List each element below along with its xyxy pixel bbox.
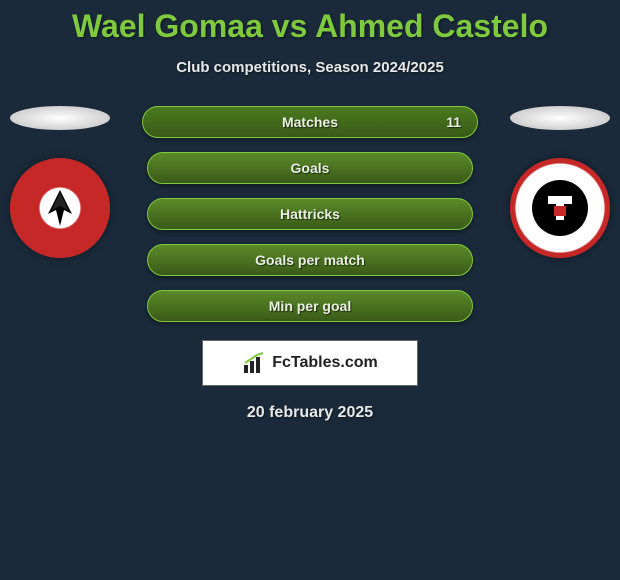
stat-value: 11 — [446, 114, 461, 130]
logo-text: FcTables.com — [272, 354, 378, 372]
club-badge-mahalla — [510, 158, 610, 258]
club-badge-ahly — [10, 158, 110, 258]
stat-row-matches: Matches 11 — [142, 106, 478, 138]
player-left — [10, 106, 110, 258]
page-title: Wael Gomaa vs Ahmed Castelo — [0, 8, 620, 45]
stat-pills: Matches 11 Goals Hattricks Goals per mat… — [142, 106, 478, 322]
comparison-card: Wael Gomaa vs Ahmed Castelo Club competi… — [0, 0, 620, 422]
stat-label: Hattricks — [280, 206, 340, 222]
player-right — [510, 106, 610, 258]
stat-row-min-per-goal: Min per goal — [147, 290, 473, 322]
textile-icon — [540, 188, 580, 228]
subtitle: Club competitions, Season 2024/2025 — [0, 59, 620, 76]
mahalla-inner — [532, 180, 588, 236]
stat-row-goals: Goals — [147, 152, 473, 184]
stats-section: Matches 11 Goals Hattricks Goals per mat… — [0, 106, 620, 336]
hat-ellipse-right — [510, 106, 610, 130]
stat-label: Goals — [291, 160, 330, 176]
stat-label: Min per goal — [269, 298, 351, 314]
stat-row-goals-per-match: Goals per match — [147, 244, 473, 276]
hat-ellipse-left — [10, 106, 110, 130]
eagle-icon — [38, 186, 82, 230]
stat-label: Goals per match — [255, 252, 365, 268]
date-text: 20 february 2025 — [0, 404, 620, 422]
stat-label: Matches — [282, 114, 338, 130]
stat-row-hattricks: Hattricks — [147, 198, 473, 230]
fctables-logo-card[interactable]: FcTables.com — [202, 340, 418, 386]
bars-icon — [242, 351, 266, 375]
